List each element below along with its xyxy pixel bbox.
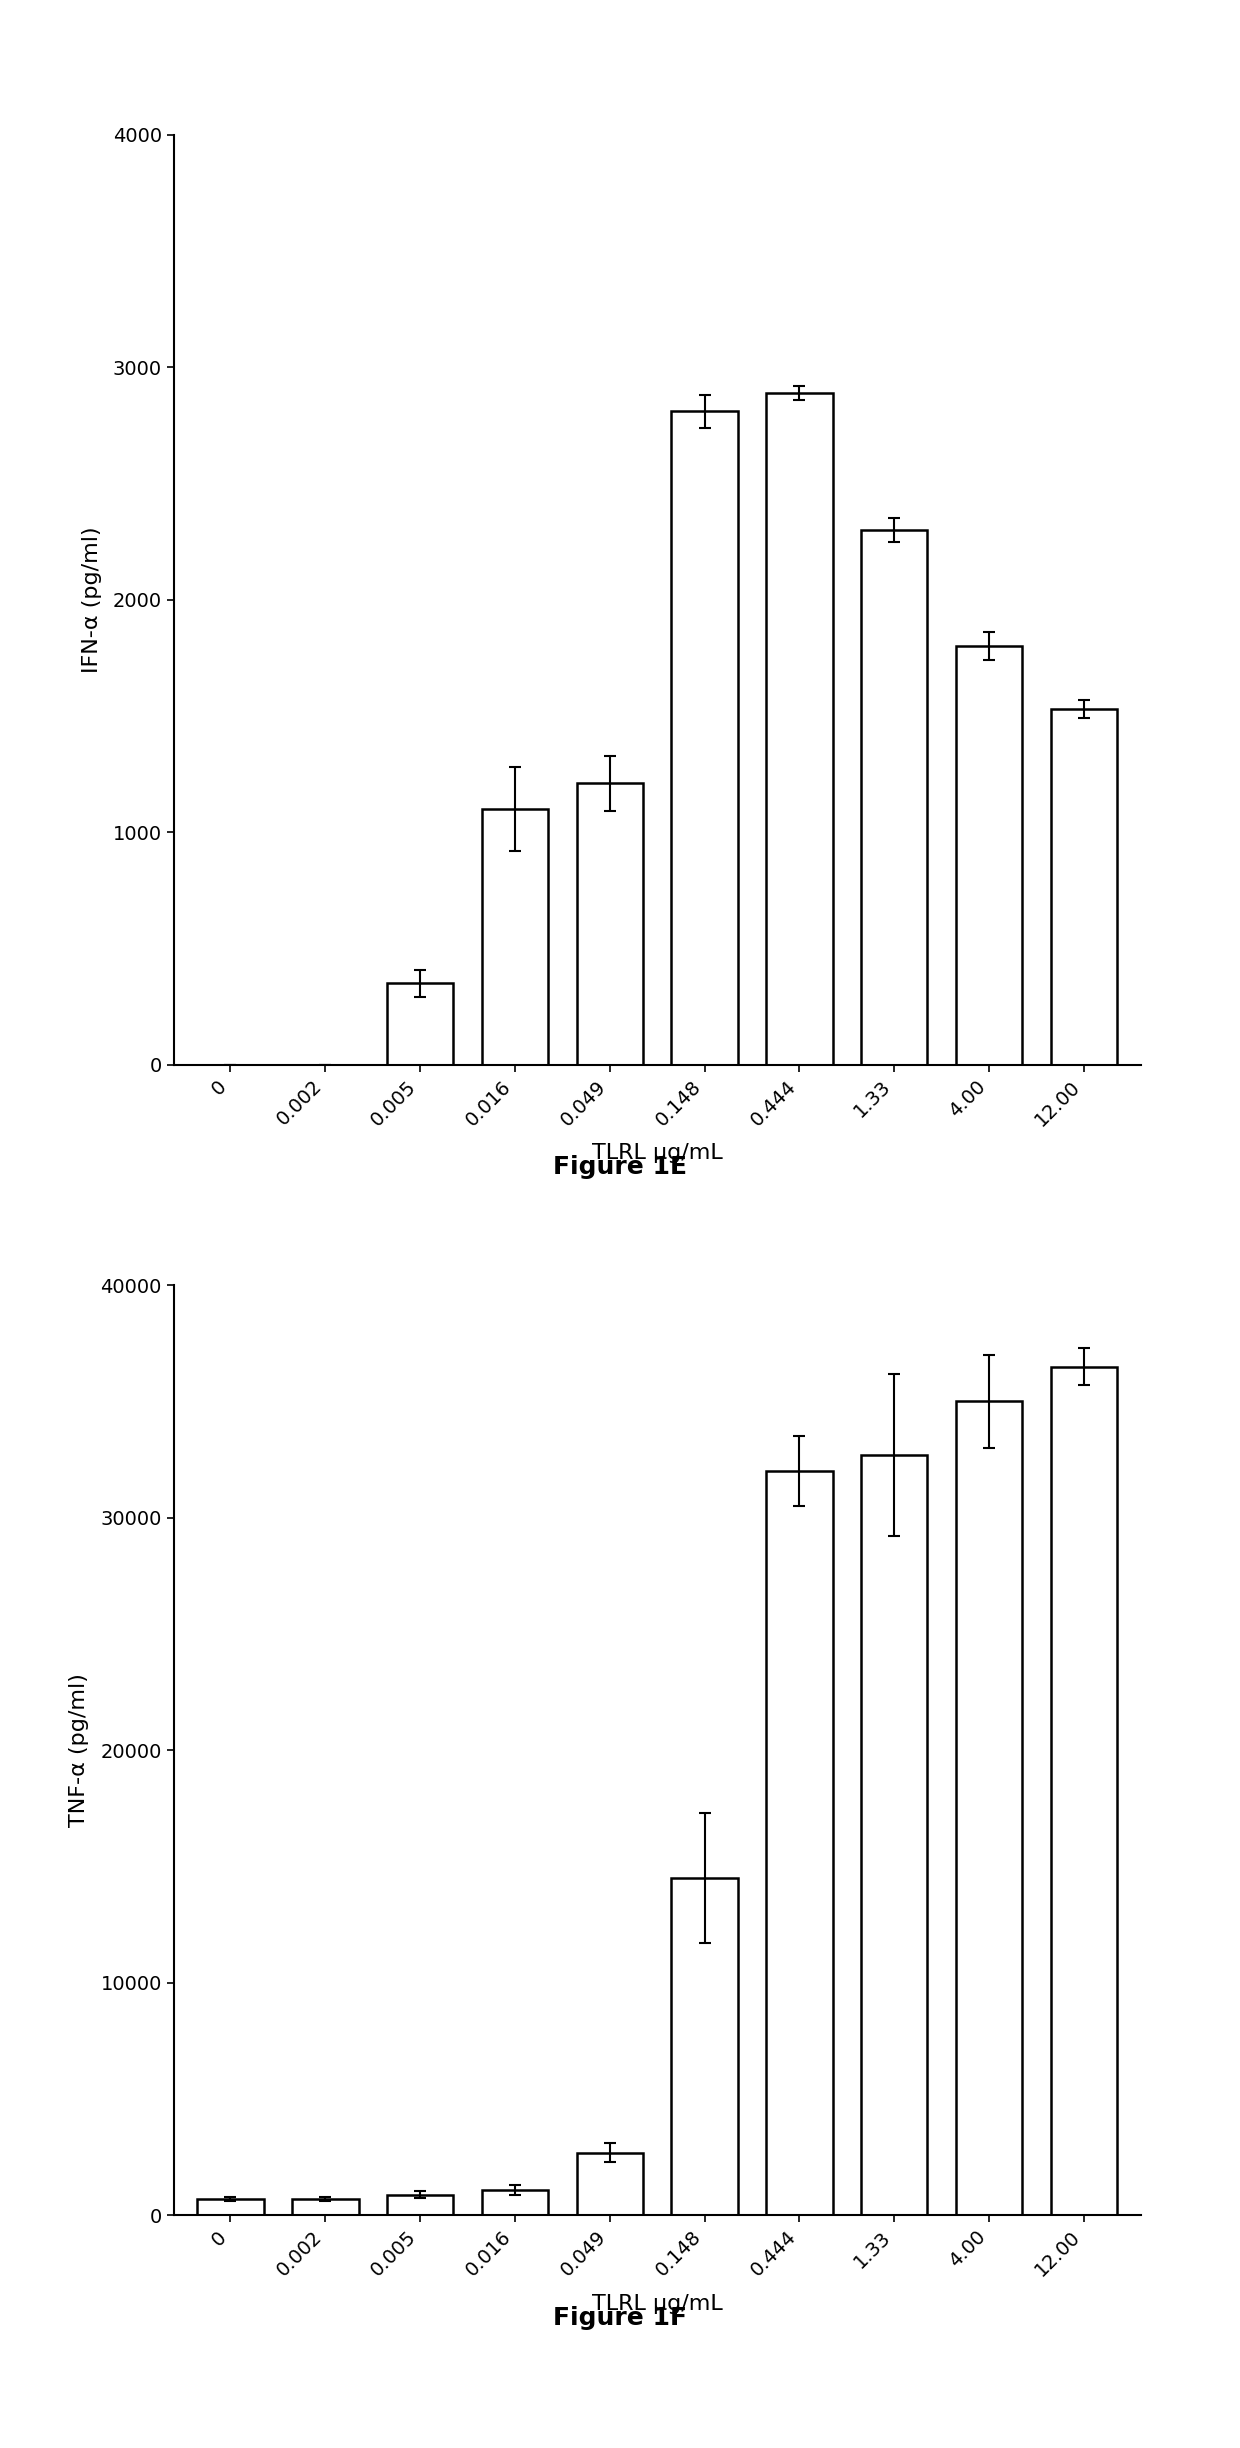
Bar [293,2198,358,2215]
Y-axis label: IFN-α (pg/ml): IFN-α (pg/ml) [82,526,102,673]
Bar [861,1454,928,2215]
Bar [766,392,832,1065]
Bar [577,2152,644,2215]
Bar [482,808,548,1065]
Bar [956,1400,1022,2215]
Bar [387,984,454,1065]
Bar [671,411,738,1065]
Bar [861,531,928,1065]
Bar [197,2198,264,2215]
Bar [1050,710,1117,1065]
Bar [1050,1366,1117,2215]
Bar [671,1878,738,2215]
Bar [482,2191,548,2215]
X-axis label: TLRL μg/mL: TLRL μg/mL [591,1143,723,1163]
X-axis label: TLRL μg/mL: TLRL μg/mL [591,2294,723,2313]
Text: Figure 1E: Figure 1E [553,1155,687,1180]
Bar [766,1471,832,2215]
Y-axis label: TNF-α (pg/ml): TNF-α (pg/ml) [69,1674,89,1826]
Text: Figure 1F: Figure 1F [553,2306,687,2330]
Bar [956,646,1022,1065]
Bar [577,783,644,1065]
Bar [387,2193,454,2215]
